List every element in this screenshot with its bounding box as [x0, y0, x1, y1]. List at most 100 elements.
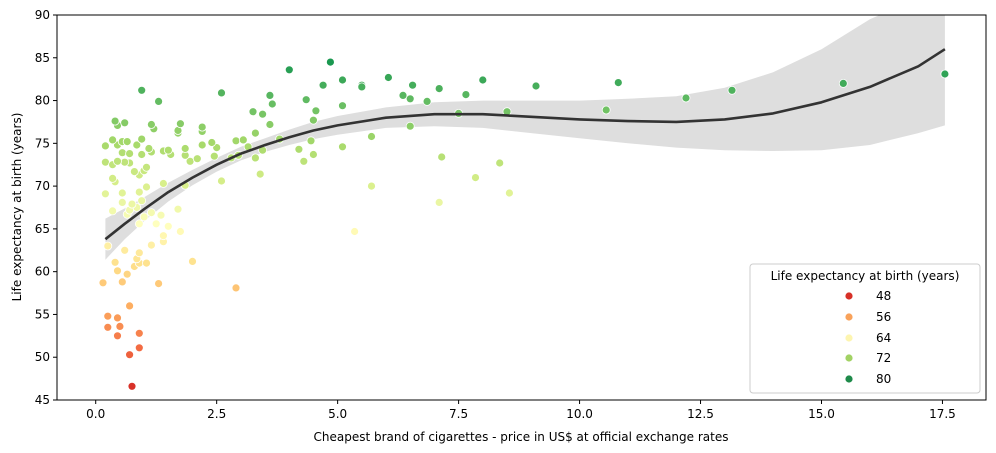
data-point [338, 142, 347, 152]
data-point [408, 80, 418, 90]
data-point [350, 227, 360, 236]
legend-marker [844, 333, 854, 343]
data-point [113, 156, 122, 166]
legend-entry: 56 [844, 310, 891, 324]
points-layer [98, 57, 950, 391]
data-point [117, 197, 127, 207]
data-point [98, 278, 108, 288]
y-tick-label: 65 [35, 222, 50, 236]
legend-entry: 72 [844, 351, 891, 365]
x-tick-label: 17.5 [929, 407, 956, 421]
data-point [308, 115, 318, 125]
data-point [383, 73, 393, 82]
y-tick-label: 60 [35, 265, 50, 279]
data-point [103, 322, 113, 332]
data-point [471, 173, 480, 183]
trend-line-layer [104, 48, 946, 241]
data-point [154, 97, 164, 106]
data-point [158, 179, 168, 188]
data-point [137, 196, 147, 206]
data-point [197, 140, 207, 150]
confidence-band [105, 15, 945, 260]
data-point [267, 99, 277, 109]
data-point [108, 135, 117, 145]
data-point [117, 277, 127, 287]
data-point [122, 137, 132, 147]
trend-line [104, 48, 946, 241]
data-point [125, 350, 135, 360]
data-point [207, 138, 217, 147]
data-point [115, 321, 125, 331]
data-point [113, 266, 122, 276]
x-tick-label: 5.0 [328, 407, 347, 421]
data-point [137, 85, 147, 95]
confidence-band-layer [105, 15, 945, 260]
data-point [175, 119, 185, 129]
data-point [434, 197, 444, 207]
x-tick-label: 0.0 [86, 407, 105, 421]
data-point [197, 122, 207, 132]
data-point [504, 188, 514, 198]
data-point [248, 107, 258, 117]
legend-marker [844, 312, 854, 322]
data-point [318, 80, 328, 90]
data-point [357, 82, 367, 92]
legend: Life expectancy at birth (years) 48 56 6… [749, 263, 981, 394]
data-point [405, 94, 415, 104]
data-point [311, 106, 321, 116]
plot-frame [56, 14, 987, 401]
data-point [478, 75, 488, 85]
data-point [495, 158, 505, 168]
data-point [101, 157, 110, 167]
data-point [146, 208, 156, 218]
data-point [110, 116, 120, 126]
data-point [299, 156, 309, 166]
y-axis-label: Life expectancy at birth (years) [10, 113, 24, 302]
y-tick-label: 70 [35, 179, 50, 193]
legend-entry: 48 [844, 289, 891, 303]
legend-label: 80 [876, 372, 891, 386]
data-point [306, 136, 316, 146]
data-point [180, 144, 190, 153]
data-point [367, 132, 376, 141]
data-point [134, 248, 144, 258]
data-point [209, 151, 219, 161]
y-tick-label: 80 [35, 94, 50, 108]
legend-marker [844, 374, 854, 384]
data-point [151, 219, 161, 229]
data-point [231, 283, 241, 293]
data-point [146, 120, 156, 129]
data-point [338, 101, 347, 111]
data-point [250, 128, 260, 138]
legend-entry: 80 [844, 372, 891, 386]
legend-title: Life expectancy at birth (years) [771, 269, 960, 283]
data-point [110, 257, 120, 267]
data-point [838, 79, 848, 88]
data-point [173, 204, 183, 214]
y-axis-ticks: 45 50 55 60 65 70 75 80 85 90 [35, 8, 57, 407]
data-point [134, 187, 144, 197]
legend-label: 48 [876, 289, 891, 303]
data-point [158, 231, 168, 241]
data-point [265, 91, 275, 100]
data-point [132, 140, 142, 150]
data-point [163, 145, 173, 155]
data-point [146, 240, 156, 250]
data-point [103, 241, 113, 251]
data-point [531, 81, 541, 91]
data-point [940, 69, 950, 79]
x-tick-label: 10.0 [566, 407, 593, 421]
x-tick-label: 7.5 [449, 407, 468, 421]
data-point [681, 93, 691, 103]
data-point [238, 135, 248, 145]
x-axis-label: Cheapest brand of cigarettes - price in … [314, 430, 729, 444]
data-point [117, 188, 127, 198]
data-point [108, 206, 117, 216]
data-point [122, 269, 132, 279]
data-point [405, 121, 415, 131]
data-point [156, 210, 166, 220]
data-point [137, 134, 147, 144]
data-point [265, 120, 275, 129]
data-point [398, 91, 408, 100]
